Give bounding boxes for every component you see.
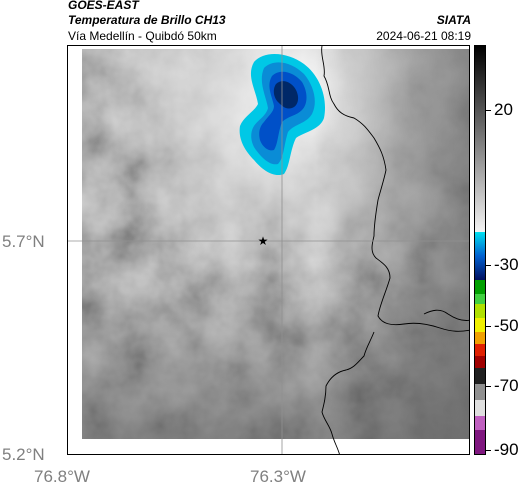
lat-label-5.2: 5.2°N <box>2 445 45 464</box>
border-line-east <box>321 46 469 332</box>
colorbar-tick-label: -70 <box>494 376 519 395</box>
product-name: GOES-EAST <box>68 0 139 12</box>
colorbar-tick-label: -50 <box>494 316 519 335</box>
colorbar-tick-mark <box>486 326 491 327</box>
location-star-icon: ★ <box>258 234 269 248</box>
location-label: Vía Medellín - Quibdó 50km <box>68 29 217 43</box>
chart-title: Temperatura de Brillo CH13 <box>68 13 226 27</box>
border-line-south <box>321 331 375 454</box>
colorbar-tick-mark <box>486 265 491 266</box>
lon-label-76.3: 76.3°W <box>250 467 306 486</box>
colorbar-tick-mark <box>486 110 491 111</box>
map-canvas: ★ <box>68 46 469 454</box>
colorbar-tick-label: 20 <box>494 100 513 119</box>
colorbar-tick-label: -90 <box>494 440 519 459</box>
lon-label-76.8: 76.8°W <box>34 467 90 486</box>
cold-cloud-cell-core <box>273 81 299 109</box>
colorbar <box>474 45 486 455</box>
colorbar-tick-label: -30 <box>494 255 519 274</box>
colorbar-tick-mark <box>486 450 491 451</box>
colorbar-scale <box>475 46 485 454</box>
lat-label-5.7: 5.7°N <box>2 232 45 251</box>
datetime-label: 2024-06-21 08:19 <box>376 29 471 43</box>
colorbar-tick-mark <box>486 386 491 387</box>
border-line-coast <box>423 309 469 321</box>
agency-label: SIATA <box>436 13 471 27</box>
satellite-map[interactable]: ★ <box>67 45 470 455</box>
